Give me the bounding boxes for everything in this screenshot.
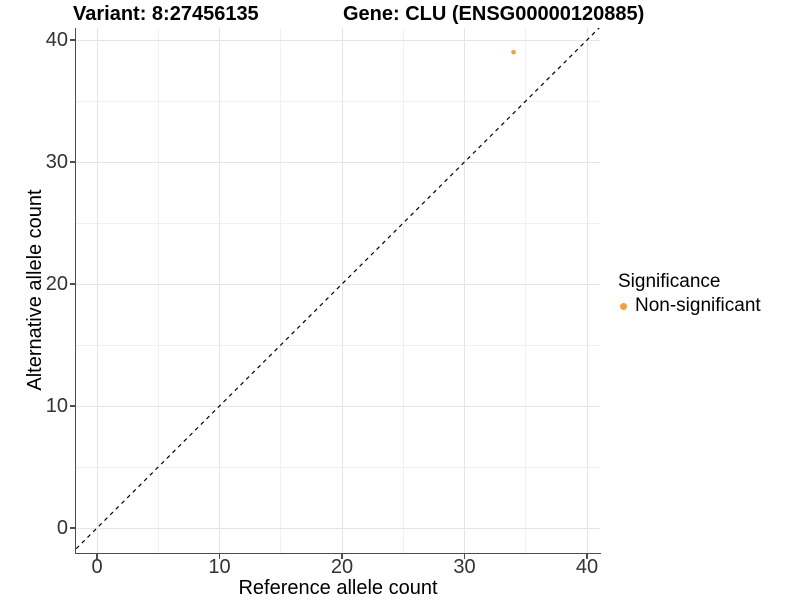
gridline-major-horizontal <box>76 39 600 41</box>
x-axis-tick-label: 20 <box>330 556 354 578</box>
gridline-major-horizontal <box>76 527 600 529</box>
legend-point-icon <box>620 302 627 310</box>
y-axis-tick <box>70 405 75 407</box>
legend-entry-label: Non-significant <box>635 295 761 316</box>
x-axis-tick <box>341 554 343 559</box>
y-axis-line <box>74 28 76 554</box>
gridline-major-horizontal <box>76 283 600 285</box>
gridline-major-horizontal <box>76 161 600 163</box>
plot-title-variant: Variant: 8:27456135 <box>73 3 259 25</box>
y-axis-tick <box>70 527 75 529</box>
x-axis-tick-label: 10 <box>208 556 231 578</box>
legend-entry: Non-significant <box>618 295 761 317</box>
y-axis-tick <box>70 283 75 285</box>
y-axis-tick-label: 20 <box>45 273 68 295</box>
x-axis-tick <box>463 554 466 559</box>
x-axis-tick-label: 40 <box>575 556 599 578</box>
gridline-major-vertical <box>341 28 343 553</box>
x-axis-line <box>74 552 601 554</box>
gridline-minor-vertical <box>402 28 404 553</box>
plot-title-gene: Gene: CLU (ENSG00000120885) <box>343 3 645 25</box>
data-points-group <box>511 49 516 55</box>
plot-panel <box>76 28 600 553</box>
gridline-minor-vertical <box>280 28 282 553</box>
gridline-minor-vertical <box>157 28 159 553</box>
x-axis-tick-label: 0 <box>91 556 103 578</box>
y-axis-tick-label: 30 <box>45 151 68 173</box>
data-point <box>511 49 516 55</box>
x-axis-tick <box>218 554 221 559</box>
legend: Significance Non-significant <box>618 271 761 317</box>
x-axis-tick <box>96 554 98 559</box>
gridline-minor-horizontal <box>76 466 600 468</box>
y-axis-tick-label: 40 <box>45 29 68 51</box>
gridline-minor-horizontal <box>76 344 600 346</box>
y-axis-tick-label: 0 <box>56 517 68 539</box>
gridline-major-vertical <box>586 28 588 553</box>
gridline-major-vertical <box>219 28 220 553</box>
x-axis-tick-label: 30 <box>453 556 476 578</box>
y-axis-tick-label: 10 <box>45 395 68 417</box>
gridline-minor-horizontal <box>76 222 600 224</box>
x-axis-label: Reference allele count <box>238 577 438 599</box>
gridline-minor-horizontal <box>76 100 600 102</box>
legend-title: Significance <box>618 271 721 292</box>
gridline-major-vertical <box>96 28 98 553</box>
y-axis-tick <box>70 161 75 163</box>
gridline-minor-vertical <box>525 28 527 553</box>
y-axis-tick <box>70 39 75 41</box>
gridline-major-horizontal <box>76 405 600 407</box>
x-axis-tick <box>586 554 588 559</box>
gridline-major-vertical <box>464 28 465 553</box>
identity-reference-line <box>76 28 600 550</box>
plot-overlay <box>76 28 600 550</box>
